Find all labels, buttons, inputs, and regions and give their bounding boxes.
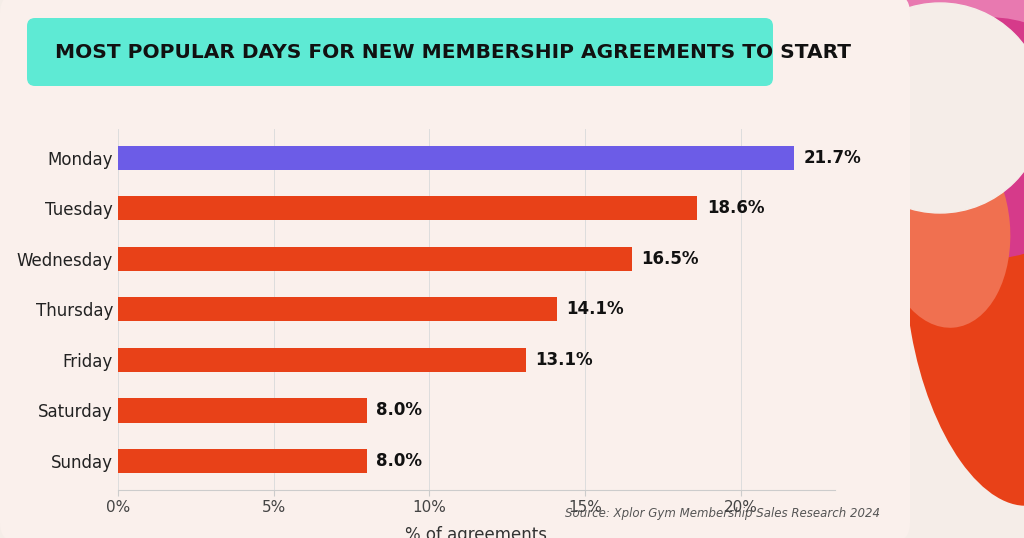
Text: 21.7%: 21.7% [804, 148, 861, 167]
Ellipse shape [880, 128, 1011, 328]
Circle shape [870, 18, 1024, 258]
FancyBboxPatch shape [0, 0, 910, 538]
Text: Source: Xplor Gym Membership Sales Research 2024: Source: Xplor Gym Membership Sales Resea… [565, 507, 880, 520]
X-axis label: % of agreements: % of agreements [406, 526, 547, 538]
Text: MOST POPULAR DAYS FOR NEW MEMBERSHIP AGREEMENTS TO START: MOST POPULAR DAYS FOR NEW MEMBERSHIP AGR… [55, 43, 851, 61]
FancyBboxPatch shape [27, 18, 773, 86]
Circle shape [800, 0, 1024, 228]
Text: 16.5%: 16.5% [641, 250, 698, 268]
Bar [118, 246, 632, 271]
Bar [118, 449, 367, 473]
Text: 8.0%: 8.0% [377, 401, 423, 420]
Ellipse shape [905, 130, 1024, 506]
Bar [118, 196, 697, 221]
Bar [118, 297, 557, 322]
Text: 8.0%: 8.0% [377, 452, 423, 470]
Circle shape [835, 3, 1024, 213]
Bar [118, 145, 794, 170]
Bar [118, 398, 367, 423]
Text: 13.1%: 13.1% [536, 351, 593, 369]
Bar [118, 348, 526, 372]
Text: 18.6%: 18.6% [707, 199, 764, 217]
Text: 14.1%: 14.1% [566, 300, 625, 318]
